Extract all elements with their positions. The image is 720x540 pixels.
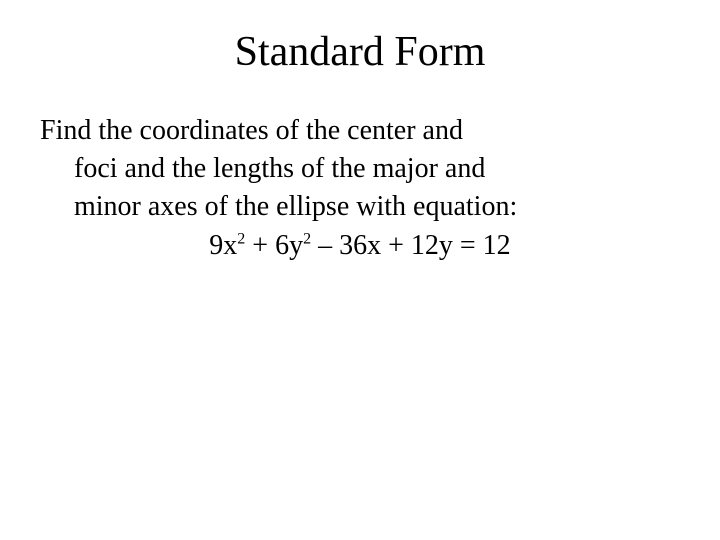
body-line-1: Find the coordinates of the center and	[40, 112, 680, 150]
eq-sup-2: 2	[303, 231, 311, 248]
slide: Standard Form Find the coordinates of th…	[0, 0, 720, 540]
equation-line: 9x2 + 6y2 – 36x + 12y = 12	[40, 227, 680, 265]
eq-part-1: 9x	[209, 230, 237, 261]
eq-part-2: + 6y	[245, 230, 303, 261]
eq-part-3: – 36x + 12y = 12	[311, 230, 511, 261]
slide-body: Find the coordinates of the center and f…	[40, 112, 680, 265]
body-line-3: minor axes of the ellipse with equation:	[40, 188, 680, 226]
body-line-2: foci and the lengths of the major and	[40, 150, 680, 188]
slide-title: Standard Form	[40, 28, 680, 76]
